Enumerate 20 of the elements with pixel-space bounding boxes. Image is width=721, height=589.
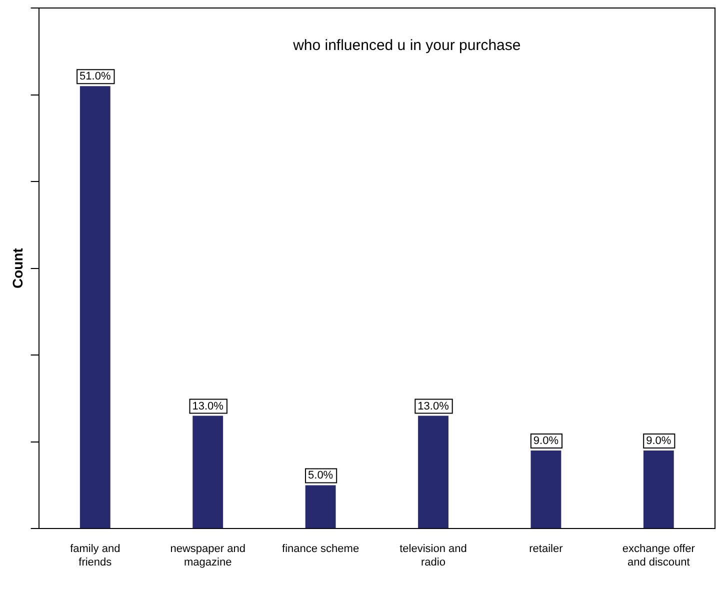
bar [530, 450, 562, 528]
data-label: 9.0% [533, 435, 559, 448]
x-tick-label: newspaper and magazine [170, 543, 246, 568]
bar [192, 416, 224, 528]
x-tick-label: television and radio [400, 543, 467, 568]
data-label: 51.0% [80, 70, 111, 83]
data-label: 13.0% [418, 400, 450, 412]
bar [418, 416, 448, 528]
x-tick-label: family and friends [70, 543, 120, 568]
x-tick-label: retailer [529, 543, 564, 556]
data-label: 9.0% [646, 435, 672, 448]
bar [643, 450, 674, 528]
x-tick-label: exchange offer and discount [622, 543, 696, 568]
x-tick-label: finance scheme [282, 543, 360, 556]
bar [305, 485, 336, 528]
chart-title: who influenced u in your purchase [292, 37, 521, 54]
bar [80, 86, 110, 528]
data-label: 5.0% [308, 470, 334, 482]
data-label: 13.0% [192, 400, 224, 412]
y-axis-title: Count [9, 248, 26, 289]
